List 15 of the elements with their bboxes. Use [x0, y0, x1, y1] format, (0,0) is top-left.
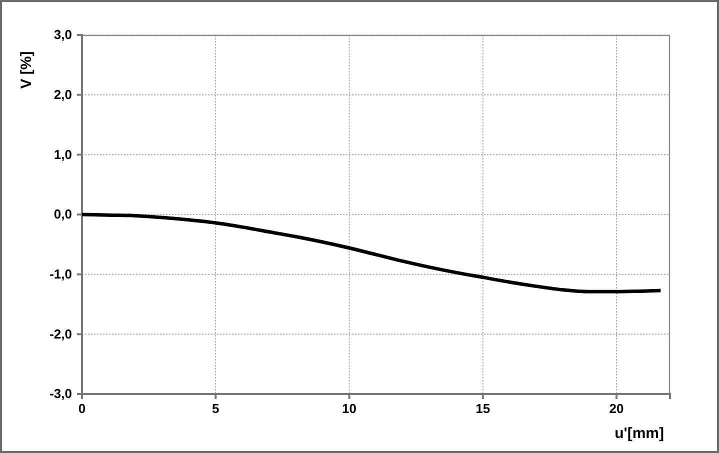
y-tick-label: 1,0: [54, 146, 72, 162]
y-tick-label: 3,0: [54, 27, 72, 42]
line-series: [80, 212, 662, 294]
x-tick-label: 15: [476, 401, 490, 416]
x-tick-label: 5: [212, 401, 220, 416]
x-tick-label: 20: [609, 401, 624, 416]
y-tick-label: 0,0: [54, 206, 72, 222]
x-tick-label: 0: [78, 401, 86, 416]
y-tick-label: -3,0: [50, 386, 72, 402]
y-tick-label: -2,0: [50, 326, 72, 342]
y-tick-label: -1,0: [50, 266, 72, 282]
y-axis-title: V [%]: [18, 51, 35, 89]
x-axis-title: u'[mm]: [614, 425, 664, 442]
y-tick-label: 2,0: [54, 86, 72, 102]
x-tick-label: 10: [342, 401, 357, 416]
